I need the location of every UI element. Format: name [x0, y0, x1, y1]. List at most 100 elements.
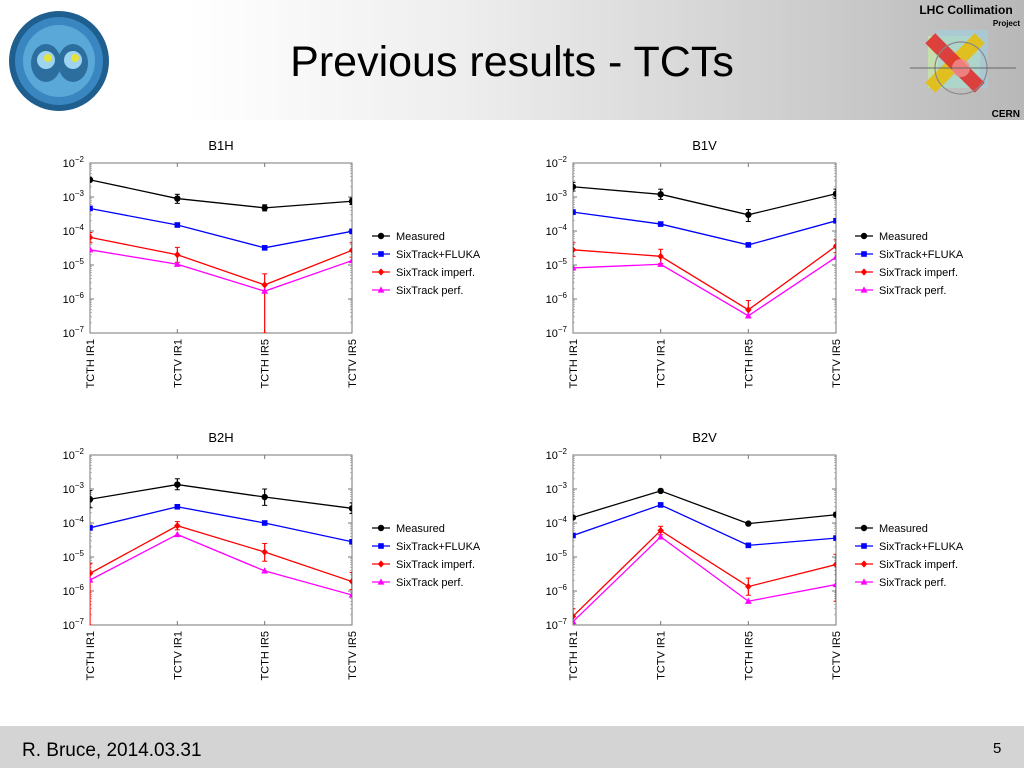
data-point: [573, 612, 577, 620]
plot-area: [572, 162, 837, 334]
chart-b1v: B1V 10−7 10−6 10−5 10−4 10−3 10−2 TCTH IR1 TCTV …: [546, 138, 964, 389]
y-tick-label: 10−3: [546, 189, 568, 204]
legend-label: Measured: [396, 523, 445, 535]
data-point: [261, 281, 268, 289]
legend-label: SixTrack+FLUKA: [879, 541, 964, 553]
series-3: [90, 530, 352, 598]
y-tick-label: 10−2: [63, 155, 85, 170]
series-line: [573, 529, 836, 617]
series-line: [90, 525, 352, 583]
page-number: 5: [993, 740, 1002, 757]
data-point: [657, 191, 664, 198]
data-point: [745, 520, 752, 527]
legend-label: SixTrack imperf.: [396, 559, 475, 571]
legend-label: SixTrack perf.: [396, 285, 463, 297]
data-point: [90, 569, 94, 577]
data-point: [744, 312, 752, 319]
series-line: [90, 533, 352, 596]
y-tick-label: 10−2: [63, 447, 85, 462]
data-point: [90, 246, 94, 253]
series-line: [573, 245, 836, 311]
x-tick-label: TCTV IR5: [347, 339, 359, 388]
data-point: [349, 228, 352, 235]
data-point: [348, 577, 352, 586]
data-point: [90, 233, 94, 241]
data-point: [90, 525, 93, 531]
data-point: [348, 198, 352, 205]
data-point: [174, 222, 181, 228]
data-point: [744, 597, 752, 604]
data-point: [745, 211, 752, 218]
series-line: [90, 249, 352, 292]
data-point: [832, 511, 836, 518]
data-point: [261, 204, 268, 212]
data-point: [745, 306, 752, 314]
data-point: [90, 496, 94, 503]
x-tick-label: TCTH IR1: [568, 339, 580, 389]
series-1: [573, 209, 836, 248]
legend-marker: [378, 543, 384, 549]
y-tick-label: 10−5: [546, 257, 568, 272]
data-point: [657, 502, 664, 508]
data-point: [173, 260, 181, 267]
legend-marker: [377, 524, 385, 532]
data-point: [573, 209, 576, 215]
x-tick-label: TCTH IR5: [743, 339, 755, 389]
data-point: [573, 264, 577, 271]
x-tick-label: TCTH IR1: [568, 631, 580, 681]
series-line: [573, 536, 836, 623]
series-0: [90, 478, 352, 515]
x-tick-label: TCTH IR5: [743, 631, 755, 681]
data-point: [573, 532, 576, 539]
y-tick-label: 10−6: [546, 291, 568, 306]
series-line: [573, 256, 836, 317]
series-2: [573, 239, 836, 319]
logo-text-3: CERN: [992, 109, 1020, 120]
series-line: [573, 504, 836, 547]
footer-author: R. Bruce, 2014.03.31: [22, 740, 202, 761]
legend: Measured SixTrack+FLUKA SixTrack imperf. Si…: [372, 523, 481, 589]
slide-footer: [0, 726, 1024, 768]
legend-label: Measured: [879, 523, 928, 535]
series-line: [90, 236, 352, 286]
series-line: [90, 179, 352, 209]
data-point: [174, 195, 181, 202]
legend-label: SixTrack+FLUKA: [879, 249, 964, 261]
data-point: [261, 287, 269, 294]
lhc-collimation-logo: LHC Collimation Project CERN: [910, 3, 1020, 120]
data-point: [832, 560, 836, 569]
series-line: [90, 506, 352, 543]
data-point: [174, 251, 181, 259]
plot-area: [89, 454, 353, 626]
data-point: [657, 533, 665, 540]
legend-marker: [860, 560, 868, 568]
data-point: [745, 582, 752, 591]
plot-area: [572, 454, 837, 626]
y-tick-label: 10−6: [63, 291, 85, 306]
legend-label: SixTrack+FLUKA: [396, 541, 481, 553]
page-title: Previous results - TCTs: [290, 38, 734, 86]
x-tick-label: TCTV IR1: [172, 631, 184, 680]
series-3: [573, 253, 836, 319]
chart-b2v: B2V 10−7 10−6 10−5 10−4 10−3 10−2 TCTH IR1 TCTV …: [546, 430, 964, 681]
data-point: [261, 245, 268, 251]
y-tick-label: 10−2: [546, 155, 568, 170]
x-tick-label: TCTV IR5: [831, 631, 843, 680]
data-point: [833, 217, 836, 224]
y-tick-label: 10−4: [546, 515, 568, 530]
data-point: [833, 535, 836, 541]
legend: Measured SixTrack+FLUKA SixTrack imperf. Si…: [855, 231, 964, 297]
lhc-dipole-logo: [9, 11, 109, 111]
data-point: [745, 242, 752, 248]
x-tick-label: TCTH IR5: [260, 339, 272, 389]
series-3: [573, 533, 836, 625]
y-tick-label: 10−7: [546, 325, 568, 340]
data-point: [657, 252, 664, 260]
data-point: [348, 256, 352, 264]
legend-marker: [377, 560, 385, 568]
legend-label: SixTrack imperf.: [879, 559, 958, 571]
series-3: [90, 246, 352, 294]
x-tick-label: TCTV IR5: [831, 339, 843, 388]
legend-marker: [377, 232, 385, 240]
series-0: [90, 176, 352, 212]
